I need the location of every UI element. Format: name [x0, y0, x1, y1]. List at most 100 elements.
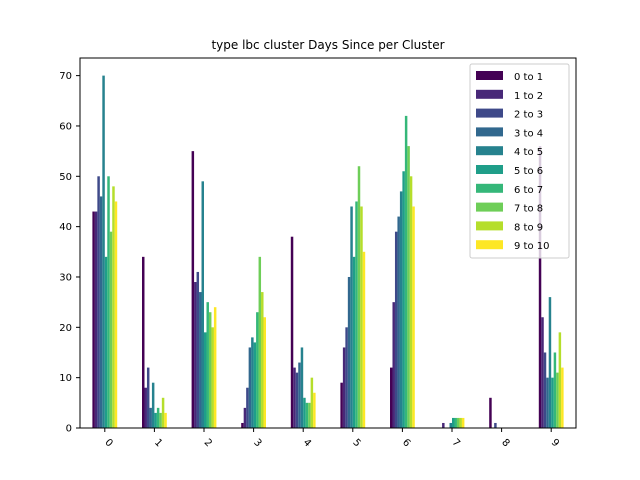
bar-cluster-7-series-4 — [449, 422, 452, 428]
bar-cluster-6-series-7 — [407, 146, 410, 428]
bar-cluster-6-series-6 — [404, 115, 408, 428]
bar-cluster-1-series-6 — [156, 407, 160, 428]
bar-cluster-0-series-6 — [107, 176, 110, 428]
bar-cluster-2-series-2 — [196, 271, 200, 428]
bar-cluster-0-series-3 — [99, 196, 103, 428]
bar-cluster-3-series-4 — [251, 337, 254, 428]
chart-title: type lbc cluster Days Since per Cluster — [211, 38, 444, 52]
bar-cluster-6-series-8 — [409, 176, 413, 428]
y-tick-label: 50 — [59, 172, 72, 183]
bar-cluster-0-series-1 — [94, 211, 98, 428]
bar-cluster-7-series-7 — [456, 417, 460, 428]
x-tick-label: 1 — [152, 437, 164, 449]
bar-cluster-1-series-7 — [159, 412, 162, 428]
bar-cluster-9-series-4 — [548, 297, 552, 428]
bar-cluster-9-series-5 — [551, 377, 554, 428]
bar-cluster-5-series-9 — [362, 251, 366, 428]
bar-cluster-3-series-6 — [256, 312, 259, 428]
bar-cluster-5-series-5 — [352, 256, 356, 428]
legend-swatch — [476, 221, 503, 231]
x-tick-label: 7 — [450, 437, 462, 449]
x-tick-label: 6 — [400, 437, 412, 449]
bar-cluster-5-series-6 — [355, 201, 358, 428]
legend-swatch — [476, 127, 503, 137]
bar-cluster-4-series-0 — [290, 236, 294, 428]
bar-cluster-2-series-8 — [211, 327, 214, 428]
legend-label: 6 to 7 — [514, 185, 543, 196]
bar-cluster-7-series-8 — [459, 417, 462, 428]
bar-cluster-4-series-8 — [310, 377, 314, 428]
bar-cluster-2-series-6 — [206, 302, 209, 428]
bar-cluster-9-series-7 — [556, 372, 559, 428]
bar-cluster-0-series-8 — [112, 186, 115, 428]
bar-cluster-9-series-1 — [541, 317, 544, 428]
bar-cluster-0-series-0 — [92, 211, 95, 428]
bar-cluster-3-series-1 — [243, 407, 247, 428]
legend-label: 3 to 4 — [514, 128, 543, 139]
y-axis: 0 10 20 30 40 50 60 70 — [59, 71, 80, 435]
bar-cluster-7-series-5 — [452, 417, 455, 428]
bar-cluster-2-series-9 — [213, 307, 217, 428]
legend-swatch — [476, 146, 503, 156]
legend-label: 2 to 3 — [514, 110, 543, 121]
y-tick-label: 0 — [66, 424, 72, 435]
legend-label: 9 to 10 — [514, 241, 549, 252]
axes-frame — [79, 57, 577, 429]
x-tick-label: 3 — [251, 437, 263, 449]
bar-cluster-5-series-8 — [360, 206, 363, 428]
bar-cluster-5-series-7 — [357, 166, 361, 428]
bar-cluster-6-series-3 — [397, 216, 400, 428]
legend-label: 8 to 9 — [514, 222, 543, 233]
bar-cluster-3-series-2 — [246, 387, 249, 428]
bar-cluster-6-series-5 — [402, 171, 405, 428]
legend-swatch — [476, 183, 503, 193]
bar-cluster-0-series-9 — [114, 201, 118, 428]
legend-label: 1 to 2 — [514, 91, 543, 102]
bar-cluster-3-series-9 — [263, 317, 266, 428]
bar-cluster-7-series-9 — [461, 417, 465, 428]
bar-cluster-6-series-1 — [392, 302, 395, 428]
y-tick-label: 60 — [59, 121, 72, 132]
legend-label: 7 to 8 — [514, 204, 543, 215]
bar-cluster-9-series-2 — [543, 352, 547, 428]
bar-cluster-9-series-0 — [538, 146, 542, 428]
x-tick-label: 9 — [549, 437, 561, 449]
bars-layer — [92, 75, 564, 428]
bar-cluster-4-series-4 — [300, 347, 304, 428]
bar-cluster-1-series-5 — [154, 412, 157, 428]
y-tick-label: 40 — [59, 222, 72, 233]
bar-cluster-1-series-4 — [151, 382, 155, 428]
bar-cluster-9-series-8 — [558, 332, 562, 428]
x-tick-label: 5 — [350, 437, 362, 449]
bar-cluster-4-series-3 — [298, 362, 301, 428]
bar-cluster-2-series-3 — [199, 292, 202, 428]
bar-cluster-4-series-5 — [303, 397, 306, 428]
bar-cluster-2-series-1 — [194, 282, 197, 428]
bar-cluster-3-series-0 — [241, 422, 244, 428]
bar-cluster-2-series-5 — [204, 332, 207, 428]
y-tick-label: 70 — [59, 71, 72, 82]
x-tick-label: 4 — [301, 437, 313, 449]
x-tick-label: 2 — [202, 437, 214, 449]
legend: 0 to 1 1 to 2 2 to 3 3 to 4 4 to 5 5 to 6 6 to… — [469, 63, 570, 259]
bar-cluster-5-series-3 — [347, 276, 351, 428]
bar-cluster-0-series-4 — [102, 75, 105, 428]
legend-swatch — [476, 165, 503, 174]
bar-cluster-6-series-2 — [394, 231, 398, 428]
bar-cluster-7-series-1 — [442, 422, 445, 428]
bar-cluster-4-series-7 — [308, 402, 311, 428]
bar-cluster-1-series-1 — [144, 387, 147, 428]
bar-cluster-6-series-9 — [412, 206, 415, 428]
bar-cluster-5-series-0 — [340, 382, 343, 428]
bar-cluster-9-series-6 — [553, 352, 557, 428]
y-tick-label: 10 — [59, 373, 72, 384]
bar-cluster-1-series-3 — [149, 407, 152, 428]
bar-cluster-3-series-3 — [248, 347, 252, 428]
y-tick-label: 20 — [59, 323, 72, 334]
bar-cluster-4-series-2 — [295, 372, 299, 428]
x-axis: 0 1 2 3 4 5 6 7 8 9 — [102, 428, 561, 449]
bar-cluster-0-series-5 — [104, 256, 108, 428]
bar-cluster-3-series-8 — [261, 292, 264, 428]
legend-label: 0 to 1 — [514, 72, 543, 83]
bar-cluster-9-series-3 — [546, 377, 549, 428]
